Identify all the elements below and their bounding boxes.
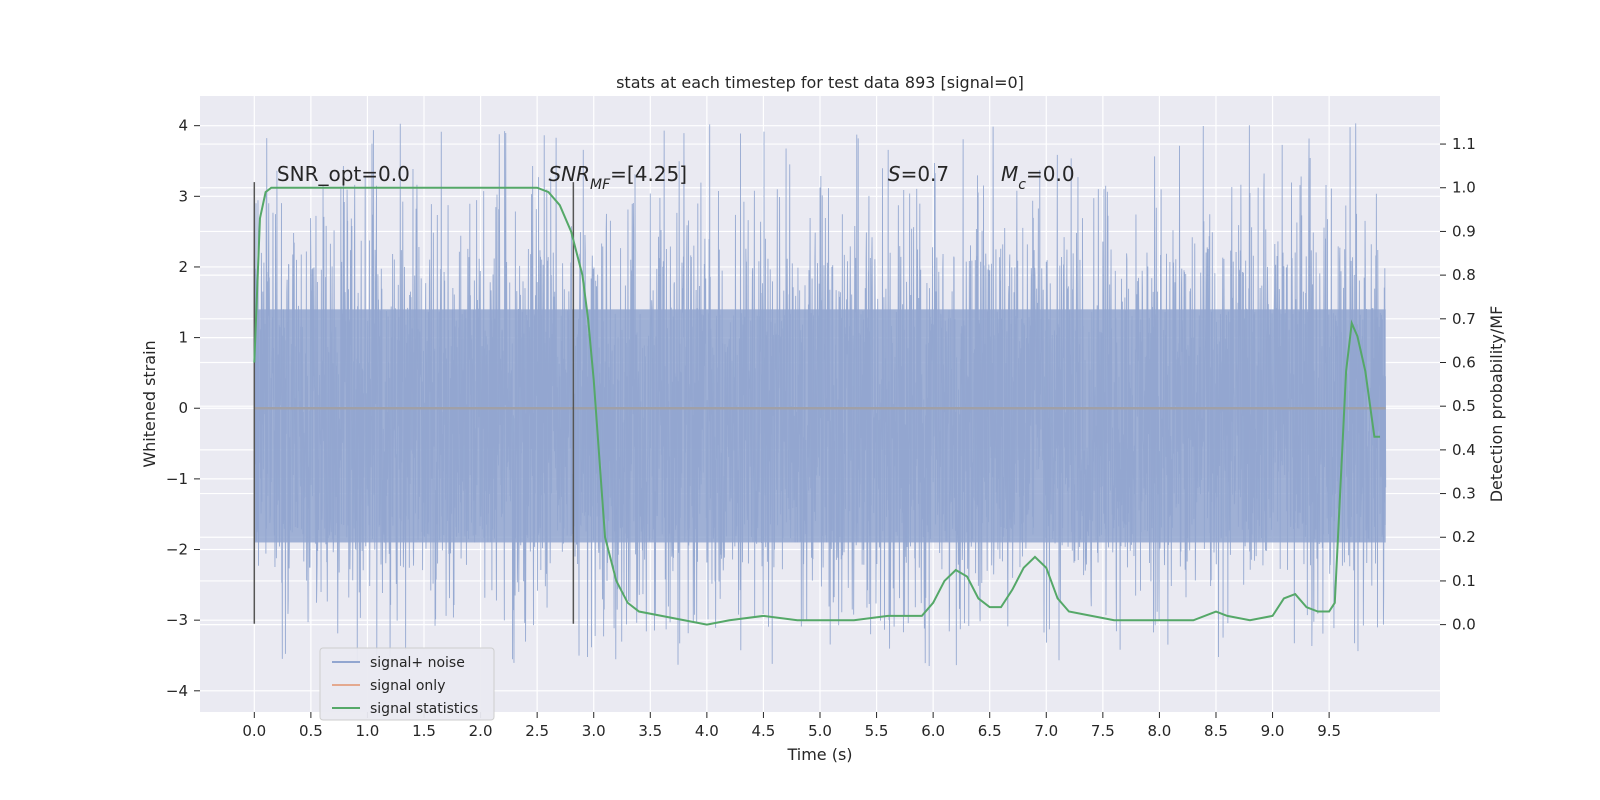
- x-tick-label: 7.0: [1034, 722, 1058, 740]
- legend-box: [319, 647, 495, 721]
- x-tick-label: 8.5: [1204, 722, 1228, 740]
- y-left-tick-label: −4: [166, 682, 188, 700]
- annotation-mc: Mc=0.0: [1001, 162, 1075, 193]
- x-tick-label: 2.5: [525, 722, 549, 740]
- x-tick-label: 2.0: [469, 722, 493, 740]
- legend: signal+ noise signal only signal statist…: [319, 647, 495, 721]
- x-axis-label: Time (s): [786, 745, 852, 764]
- legend-label-signal-only: signal only: [370, 678, 445, 694]
- x-tick-label: 1.0: [356, 722, 380, 740]
- y-left-tick-label: 4: [178, 117, 188, 135]
- y-left-tick-label: 1: [178, 329, 188, 347]
- annotation-part: c: [1018, 177, 1026, 193]
- y-right-tick-label: 0.8: [1452, 266, 1476, 284]
- signal-statistics-series: [253, 186, 1381, 626]
- x-tick-label: 1.5: [412, 722, 436, 740]
- x-tick-label: 0.0: [242, 722, 266, 740]
- y-right-tick-label: 1.0: [1452, 179, 1476, 197]
- x-tick-label: 0.5: [299, 722, 323, 740]
- y-left-tick-label: 2: [178, 258, 188, 276]
- annotation-s: S=0.7: [888, 162, 949, 186]
- y-right-tick-label: 0.1: [1452, 572, 1476, 590]
- y-right-tick-label: 0.9: [1452, 222, 1476, 240]
- x-tick-label: 5.5: [865, 722, 889, 740]
- signal-noise-core-band: [254, 309, 1386, 543]
- x-tick-label: 9.5: [1317, 722, 1341, 740]
- annotation-part: =0.0: [1026, 162, 1075, 186]
- x-tick-label: 6.5: [978, 722, 1002, 740]
- y-right-tick-label: 0.2: [1452, 528, 1476, 546]
- x-axis-ticks: 0.0 0.5 1.0 1.5 2.0 2.5 3.0 3.5 4.0 4.5 5.0 5.5 6.0 6…: [242, 712, 1341, 740]
- chart-title: stats at each timestep for test data 893…: [616, 73, 1024, 92]
- y-left-tick-label: −3: [166, 611, 188, 629]
- x-tick-label: 4.0: [695, 722, 719, 740]
- annotation-part: SNR_opt=0.0: [277, 162, 410, 186]
- annotation-part: MF: [590, 177, 611, 193]
- x-tick-label: 6.0: [921, 722, 945, 740]
- y-right-tick-label: 0.0: [1452, 616, 1476, 634]
- y-right-tick-label: 0.7: [1452, 310, 1476, 328]
- annotation-part: SNR: [548, 162, 590, 186]
- signal-statistics-line: [253, 186, 1381, 626]
- y-right-tick-label: 0.4: [1452, 441, 1476, 459]
- y-axis-left-label: Whitened strain: [140, 340, 159, 467]
- x-tick-label: 7.5: [1091, 722, 1115, 740]
- y-left-tick-label: −1: [166, 470, 188, 488]
- y-axis-right-label: Detection probability/MF: [1487, 306, 1506, 503]
- y-right-tick-label: 0.3: [1452, 485, 1476, 503]
- marker-lines: [253, 182, 575, 624]
- annotation-part: =[4.25]: [610, 162, 687, 186]
- y-axis-left-ticks: −4 −3 −2 −1 0 1 2 3 4: [166, 117, 200, 700]
- x-tick-label: 5.0: [808, 722, 832, 740]
- annotation-snr_mf: SNRMF=[4.25]: [548, 162, 687, 193]
- legend-label-signal-noise: signal+ noise: [370, 655, 465, 671]
- x-tick-label: 3.0: [582, 722, 606, 740]
- y-right-tick-label: 1.1: [1452, 135, 1476, 153]
- annotation-part: =0.7: [901, 162, 950, 186]
- y-right-tick-label: 0.6: [1452, 353, 1476, 371]
- x-tick-label: 4.5: [752, 722, 776, 740]
- x-tick-label: 9.0: [1261, 722, 1285, 740]
- y-left-tick-label: 0: [178, 399, 188, 417]
- y-right-tick-label: 0.5: [1452, 397, 1476, 415]
- y-axis-right-ticks: 0.0 0.1 0.2 0.3 0.4 0.5 0.6 0.7 0.8 0.9 1.0 1.1: [1440, 135, 1476, 634]
- y-left-tick-label: −2: [166, 541, 188, 559]
- y-left-tick-label: 3: [178, 187, 188, 205]
- annotations: SNR_opt=0.0 SNRMF=[4.25] S=0.7 Mc=0.0: [277, 162, 1075, 193]
- annotation-snr_opt: SNR_opt=0.0: [277, 162, 410, 186]
- x-tick-label: 3.5: [638, 722, 662, 740]
- legend-label-signal-statistics: signal statistics: [370, 701, 478, 717]
- x-tick-label: 8.0: [1147, 722, 1171, 740]
- annotation-part: S: [888, 162, 901, 186]
- signal-noise-series: [253, 123, 1387, 667]
- annotation-part: M: [1001, 162, 1018, 186]
